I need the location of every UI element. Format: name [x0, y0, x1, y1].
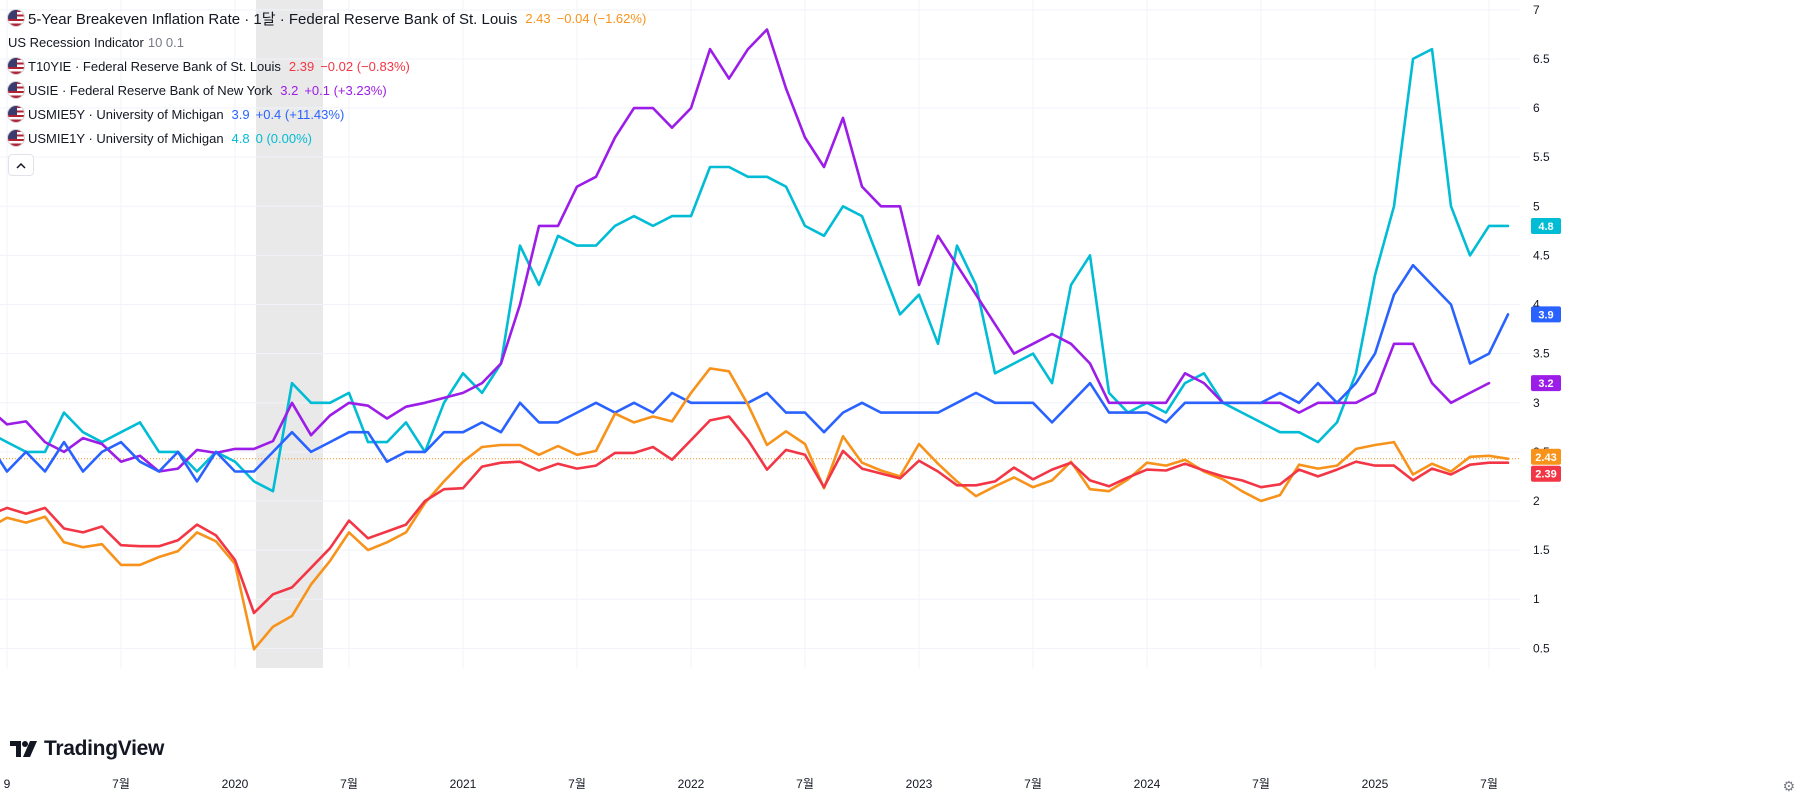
series-line	[0, 367, 1510, 651]
x-tick-label: 2020	[222, 777, 249, 791]
x-tick-label: 7월	[1252, 777, 1270, 791]
legend-series-row[interactable]: T10YIE · Federal Reserve Bank of St. Lou…	[8, 54, 646, 78]
price-label-text: 2.39	[1535, 469, 1556, 481]
x-tick-label: 7월	[340, 777, 358, 791]
gear-icon[interactable]: ⚙	[1782, 778, 1795, 794]
x-tick-label: 7월	[112, 777, 130, 791]
price-label-box	[1531, 448, 1561, 465]
recession-band	[256, 0, 323, 668]
us-flag-icon	[8, 106, 24, 122]
legend-main-row[interactable]: 5-Year Breakeven Inflation Rate · 1달 · F…	[8, 6, 646, 30]
legend-series-value: 2.39	[288, 58, 315, 74]
legend-series-value: 3.9	[231, 106, 250, 122]
legend-series-name: T10YIE · Federal Reserve Bank of St. Lou…	[28, 58, 281, 74]
legend-series-change: +0.4 (+11.43%)	[255, 106, 345, 122]
price-label-box	[1531, 306, 1561, 323]
legend-main-change: −0.04 (−1.62%)	[556, 10, 647, 26]
series-layer	[0, 28, 1510, 651]
legend-series-change: 0 (0.00%)	[255, 130, 312, 146]
price-label-text: 4.8	[1538, 221, 1553, 233]
x-tick-label: 7월	[1024, 777, 1042, 791]
y-tick-label: 4	[1533, 298, 1540, 312]
grid-layer	[0, 0, 1520, 668]
y-tick-label: 3	[1533, 396, 1540, 410]
us-flag-icon	[8, 58, 24, 74]
price-label-text: 3.9	[1538, 309, 1553, 321]
legend-recession-row[interactable]: US Recession Indicator 10 0.1	[8, 30, 646, 54]
legend-series-name: USMIE1Y · University of Michigan	[28, 130, 224, 146]
legend-series-row[interactable]: USMIE1Y · University of Michigan 4.8 0 (…	[8, 126, 646, 150]
legend-series-change: +0.1 (+3.23%)	[304, 82, 387, 98]
y-tick-label: 6.5	[1533, 52, 1550, 66]
y-tick-label: 7	[1533, 3, 1540, 17]
tradingview-logo-icon	[10, 741, 37, 757]
chevron-up-icon	[16, 158, 26, 172]
legend-series-name: USMIE5Y · University of Michigan	[28, 106, 224, 122]
tradingview-logo[interactable]: TradingView	[10, 737, 164, 761]
y-tick-label: 3.5	[1533, 347, 1550, 361]
brand-name: TradingView	[44, 737, 165, 760]
x-tick-label: 7월	[1480, 777, 1498, 791]
price-label-box	[1531, 465, 1561, 482]
y-tick-label: 4.5	[1533, 248, 1550, 262]
price-label-text: 3.2	[1538, 378, 1553, 390]
series-line	[0, 47, 1510, 493]
legend-recession-name: US Recession Indicator	[8, 34, 144, 50]
x-tick-label: 2022	[678, 777, 705, 791]
legend-main-name: 5-Year Breakeven Inflation Rate · 1달 · F…	[28, 10, 518, 28]
x-tick-label: 7월	[796, 777, 814, 791]
legend-main-value: 2.43	[525, 10, 551, 26]
x-tick-label: 2024	[1134, 777, 1161, 791]
price-label-text: 2.43	[1535, 452, 1556, 464]
price-label-layer: 4.8 3.9 3.2 2.43 2.39	[1531, 217, 1561, 482]
us-flag-icon	[8, 82, 24, 98]
legend-series-name: USIE · Federal Reserve Bank of New York	[28, 82, 273, 98]
price-label-box	[1531, 217, 1561, 234]
y-tick-label: 1	[1533, 592, 1540, 606]
y-tick-label: 0.5	[1533, 641, 1550, 655]
price-label-box	[1531, 375, 1561, 392]
us-flag-icon	[8, 130, 24, 146]
legend-series-row[interactable]: USIE · Federal Reserve Bank of New York …	[8, 78, 646, 102]
y-tick-label: 6	[1533, 101, 1540, 115]
legend: 5-Year Breakeven Inflation Rate · 1달 · F…	[8, 6, 646, 176]
us-flag-icon	[8, 10, 24, 26]
y-tick-label: 2	[1533, 494, 1540, 508]
y-tick-label: 5	[1533, 199, 1540, 213]
y-tick-label: 5.5	[1533, 150, 1550, 164]
legend-series-change: −0.02 (−0.83%)	[320, 58, 410, 74]
x-tick-label: 9	[4, 777, 11, 791]
legend-recession-params: 10 0.1	[147, 34, 184, 50]
series-line	[0, 415, 1510, 615]
recession-band-layer	[256, 0, 323, 668]
legend-series-row[interactable]: USMIE5Y · University of Michigan 3.9 +0.…	[8, 102, 646, 126]
legend-collapse-button[interactable]	[8, 154, 34, 176]
legend-series-value: 4.8	[231, 130, 250, 146]
x-tick-label: 2021	[450, 777, 477, 791]
legend-series-value: 3.2	[280, 82, 299, 98]
x-tick-label: 7월	[568, 777, 586, 791]
x-tick-label: 2025	[1362, 777, 1389, 791]
x-tick-label: 2023	[906, 777, 933, 791]
y-tick-label: 1.5	[1533, 543, 1550, 557]
